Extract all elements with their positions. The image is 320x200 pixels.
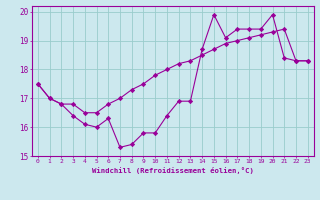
X-axis label: Windchill (Refroidissement éolien,°C): Windchill (Refroidissement éolien,°C) [92,167,254,174]
